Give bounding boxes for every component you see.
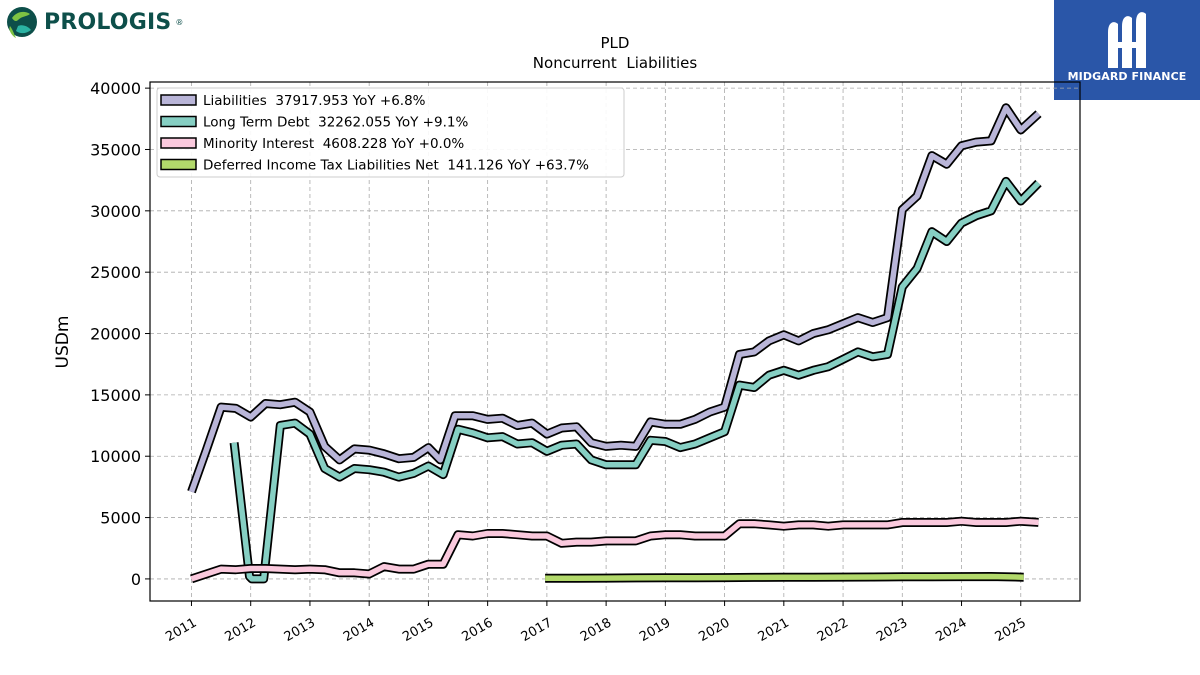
- y-tick-label: 40000: [90, 79, 141, 98]
- y-tick-label: 5000: [100, 509, 141, 528]
- deferred-income-tax-liabilities-net-line: [545, 573, 1024, 582]
- x-tick-label: 2020: [696, 615, 732, 645]
- liabilities-legend-swatch: [160, 94, 197, 106]
- midgard-finance-logo: MIDGARD FINANCE: [1054, 0, 1200, 100]
- x-tick-label: 2011: [163, 615, 199, 645]
- liabilities-line: [188, 105, 1041, 493]
- minority-interest-legend-label: Minority Interest 4608.228 YoY +0.0%: [203, 136, 464, 152]
- x-tick-label: 2016: [459, 615, 495, 645]
- y-tick-label: 0: [131, 570, 141, 589]
- y-tick-label: 25000: [90, 263, 141, 282]
- series-lines: [187, 103, 1042, 584]
- legend: Liabilities 37917.953 YoY +6.8% Long Term…: [156, 87, 625, 178]
- x-tick-label: 2025: [993, 615, 1029, 645]
- x-tick-label: 2013: [282, 615, 318, 645]
- globe-icon: [7, 7, 37, 38]
- chart-title: PLD: [601, 34, 630, 52]
- y-tick-label: 20000: [90, 325, 141, 344]
- x-tick-label: 2021: [756, 615, 792, 645]
- x-tick-label: 2022: [815, 615, 851, 645]
- x-tick-label: 2012: [223, 615, 259, 645]
- x-tick-label: 2024: [933, 615, 969, 645]
- x-tick-label: 2019: [637, 615, 673, 645]
- prologis-wordmark: PROLOGIS: [44, 9, 172, 35]
- legend-box: [156, 87, 625, 178]
- deferred-income-tax-liabilities-net-legend-label: Deferred Income Tax Liabilities Net 141.…: [203, 158, 589, 174]
- minority-interest-legend-swatch: [160, 137, 197, 149]
- x-tick-label: 2023: [874, 615, 910, 645]
- deferred-income-tax-liabilities-net-legend-swatch: [160, 158, 197, 171]
- plot-frame: [149, 81, 1081, 602]
- x-tick-label: 2015: [400, 615, 436, 645]
- midgard-finance-wordmark: MIDGARD FINANCE: [1067, 70, 1187, 83]
- long-term-debt-legend-swatch: [160, 115, 197, 128]
- y-tick-label: 30000: [90, 202, 141, 221]
- y-axis-label: USDm: [53, 316, 73, 369]
- y-tick-label: 35000: [90, 140, 141, 159]
- x-tick-label: 2018: [578, 615, 614, 645]
- y-tick-label: 10000: [90, 447, 141, 466]
- y-tick-label: 15000: [90, 386, 141, 405]
- chart-subtitle: Noncurrent Liabilities: [533, 54, 698, 72]
- prologis-logo: PROLOGIS ®: [4, 4, 183, 40]
- long-term-debt-legend-label: Long Term Debt 32262.055 YoY +9.1%: [203, 115, 468, 131]
- liabilities-legend-label: Liabilities 37917.953 YoY +6.8%: [203, 93, 426, 109]
- x-tick-label: 2017: [519, 615, 555, 645]
- minority-interest-line: [190, 518, 1039, 582]
- long-term-debt-line: [231, 178, 1041, 582]
- registered-mark: ®: [175, 17, 184, 27]
- midgard-emblem-icon: [1108, 12, 1146, 69]
- x-tick-label: 2014: [341, 615, 377, 645]
